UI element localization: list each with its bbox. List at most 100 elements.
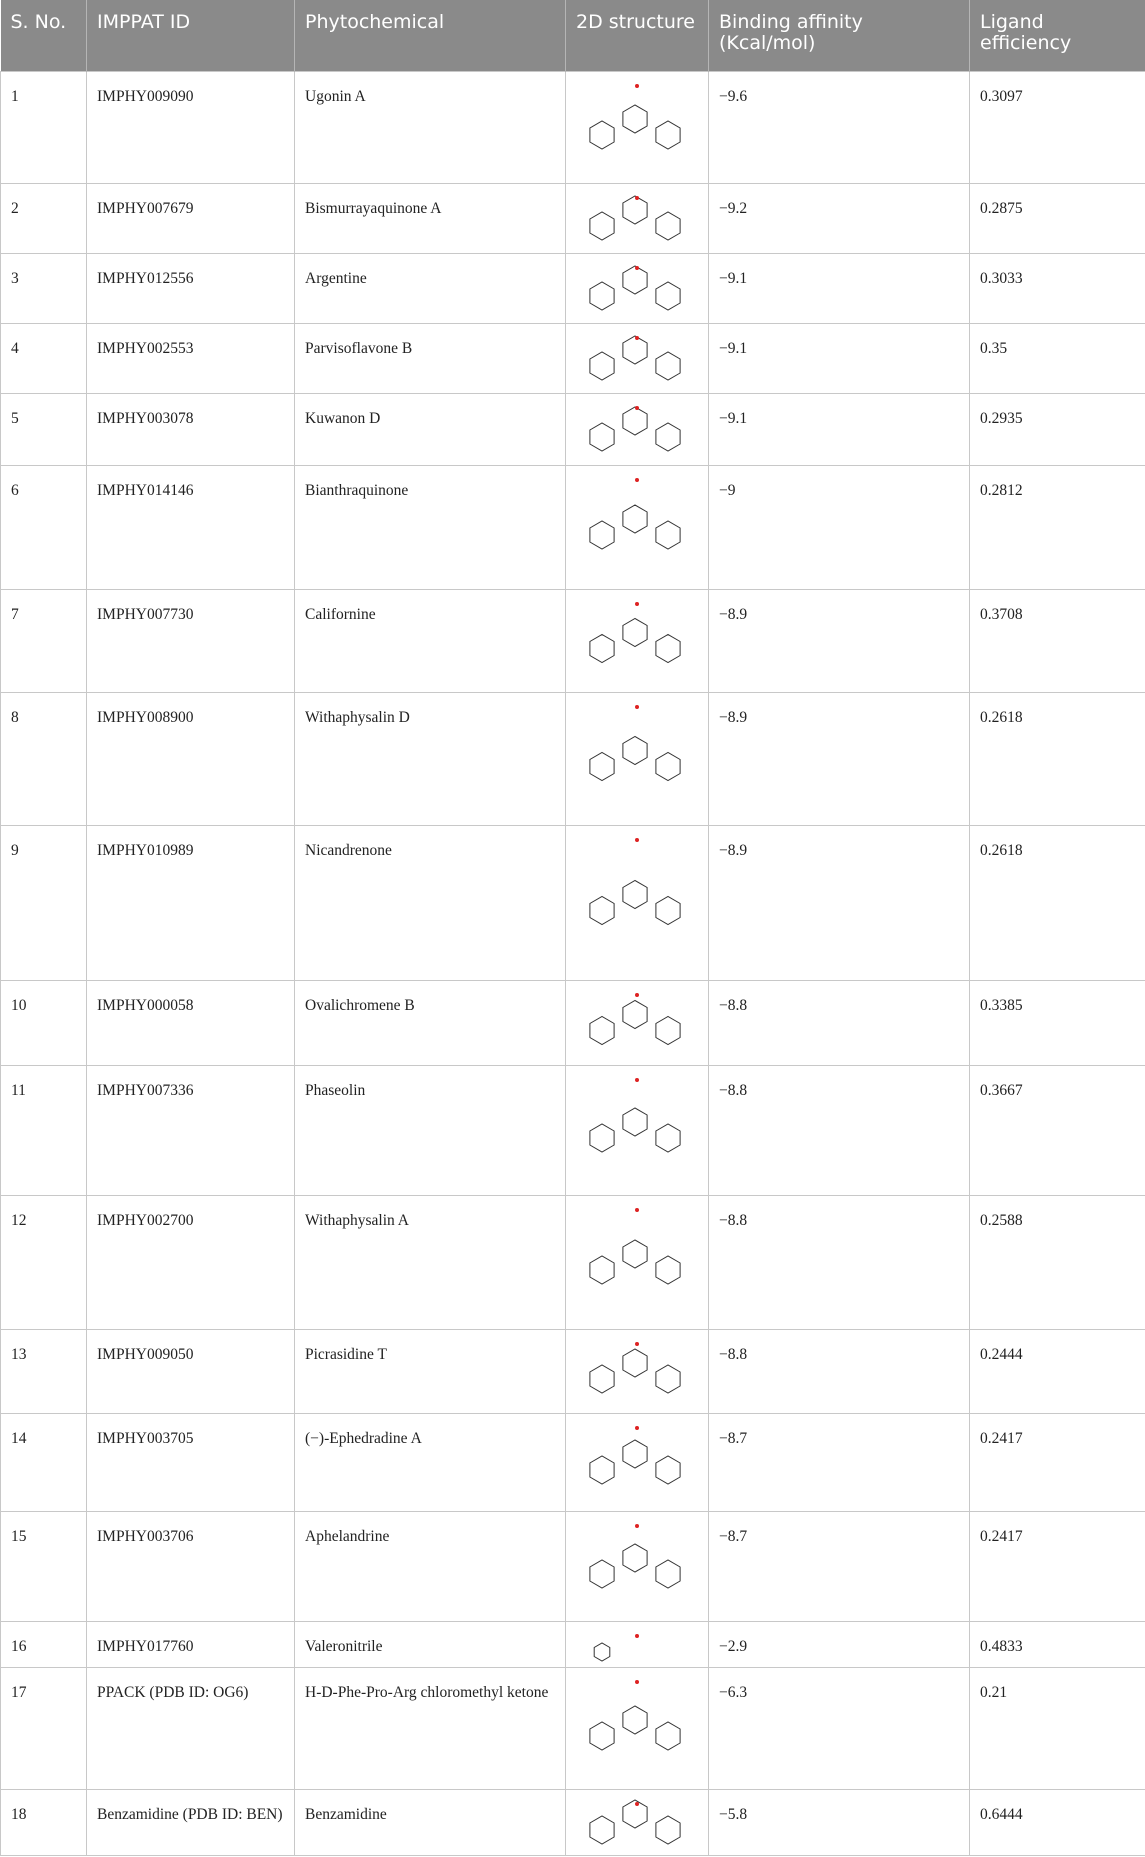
table-row: 3 IMPHY012556 Argentine −9.1 0.3033 [0,252,1145,324]
cell: 15 [0,1510,87,1622]
cell: −9.1 [708,392,970,466]
molecule-structure [589,704,681,781]
structure-cell [565,1510,709,1622]
cell: Bianthraquinone [294,464,566,590]
table-row: 11 IMPHY007336 Phaseolin −8.8 0.3667 [0,1064,1145,1196]
cell: IMPHY003078 [86,392,295,466]
cell: 11 [0,1064,87,1196]
molecule-structure [589,1077,681,1153]
cell: Benzamidine (PDB ID: BEN) [86,1788,295,1856]
header-cell: S. No. [0,0,87,71]
cell: 0.2588 [969,1194,1145,1330]
cell: 0.2875 [969,182,1145,254]
cell: Bismurrayaquinone A [294,182,566,254]
structure-cell [565,70,709,184]
cell: −8.7 [708,1412,970,1512]
cell: IMPHY002700 [86,1194,295,1330]
cell: IMPHY009090 [86,70,295,184]
cell: Valeronitrile [294,1620,566,1668]
cell: (−)-Ephedradine A [294,1412,566,1512]
cell: Kuwanon D [294,392,566,466]
molecule-structure [589,194,681,241]
table-row: 13 IMPHY009050 Picrasidine T −8.8 0.2444 [0,1328,1145,1414]
cell: IMPHY003706 [86,1510,295,1622]
molecule-structure [589,837,681,925]
cell: 12 [0,1194,87,1330]
cell: −9 [708,464,970,590]
molecule-structure [589,477,681,550]
cell: H-D-Phe-Pro-Arg chloromethyl ketone [294,1666,566,1790]
cell: PPACK (PDB ID: OG6) [86,1666,295,1790]
cell: −8.8 [708,1064,970,1196]
cell: Ugonin A [294,70,566,184]
table-row: 15 IMPHY003706 Aphelandrine −8.7 0.2417 [0,1510,1145,1622]
cell: 0.2417 [969,1510,1145,1622]
header-cell: 2D structure [565,0,709,71]
molecule-structure [589,1798,681,1845]
table-row: 2 IMPHY007679 Bismurrayaquinone A −9.2 0.287… [0,182,1145,254]
structure-cell [565,588,709,693]
cell: 8 [0,691,87,826]
cell: IMPHY007336 [86,1064,295,1196]
cell: 0.3097 [969,70,1145,184]
structure-cell [565,691,709,826]
cell: IMPHY017760 [86,1620,295,1668]
cell: 4 [0,322,87,394]
molecule-structure [589,992,681,1045]
cell: IMPHY014146 [86,464,295,590]
cell: 6 [0,464,87,590]
cell: 2 [0,182,87,254]
cell: 0.4833 [969,1620,1145,1668]
molecule-structure [593,1633,639,1662]
cell: Picrasidine T [294,1328,566,1414]
molecule-structure [589,1523,681,1589]
cell: −5.8 [708,1788,970,1856]
cell: 0.2618 [969,824,1145,981]
cell: IMPHY007730 [86,588,295,693]
cell: −8.8 [708,979,970,1066]
cell: 14 [0,1412,87,1512]
table-row: 1 IMPHY009090 Ugonin A −9.6 0.3097 [0,70,1145,184]
table-row: 18 Benzamidine (PDB ID: BEN) Benzamidine −5… [0,1788,1145,1856]
cell: Parvisoflavone B [294,322,566,394]
table-row: 16 IMPHY017760 Valeronitrile −2.9 0.4833 [0,1620,1145,1668]
table-row: 7 IMPHY007730 Californine −8.9 0.3708 [0,588,1145,693]
structure-cell [565,1666,709,1790]
structure-cell [565,824,709,981]
structure-cell [565,322,709,394]
structure-cell [565,1620,709,1668]
structure-cell [565,464,709,590]
cell: −2.9 [708,1620,970,1668]
cell: IMPHY010989 [86,824,295,981]
cell: −6.3 [708,1666,970,1790]
header-cell: Binding affinity (Kcal/mol) [708,0,970,71]
cell: 0.3033 [969,252,1145,324]
cell: −8.8 [708,1328,970,1414]
cell: 5 [0,392,87,466]
cell: IMPHY012556 [86,252,295,324]
structure-cell [565,1064,709,1196]
table-row: 4 IMPHY002553 Parvisoflavone B −9.1 0.35 [0,322,1145,394]
cell: Withaphysalin A [294,1194,566,1330]
cell: 18 [0,1788,87,1856]
cell: IMPHY007679 [86,182,295,254]
table-row: 9 IMPHY010989 Nicandrenone −8.9 0.2618 [0,824,1145,981]
structure-cell [565,392,709,466]
cell: Aphelandrine [294,1510,566,1622]
structure-cell [565,252,709,324]
cell: IMPHY003705 [86,1412,295,1512]
cell: IMPHY002553 [86,322,295,394]
cell: 0.35 [969,322,1145,394]
cell: 3 [0,252,87,324]
molecule-structure [589,1207,681,1285]
cell: 0.2444 [969,1328,1145,1414]
cell: 10 [0,979,87,1066]
molecule-structure [589,1341,681,1394]
cell: IMPHY009050 [86,1328,295,1414]
molecule-structure [589,405,681,452]
cell: Benzamidine [294,1788,566,1856]
cell: −8.9 [708,824,970,981]
cell: 13 [0,1328,87,1414]
